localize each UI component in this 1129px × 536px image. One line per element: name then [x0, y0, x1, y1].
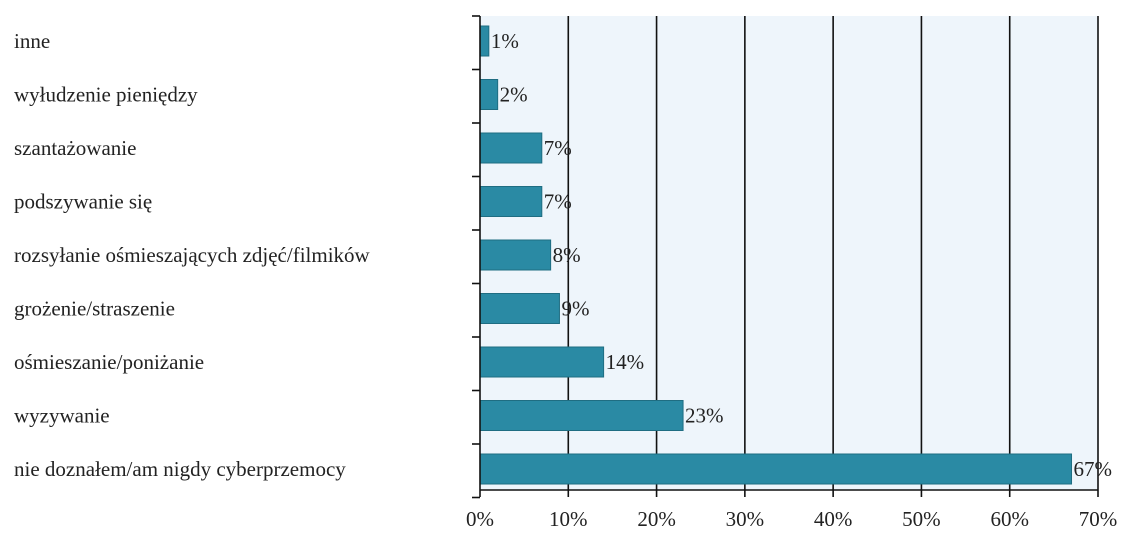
category-label: inne — [14, 29, 50, 53]
category-label: szantażowanie — [14, 136, 136, 160]
x-tick-label: 40% — [814, 507, 853, 531]
category-label: wyzywanie — [14, 404, 110, 428]
bar — [479, 293, 560, 324]
x-tick-label: 30% — [726, 507, 765, 531]
category-label: nie doznałem/am nigdy cyberprzemocy — [14, 457, 346, 481]
bar — [479, 400, 684, 431]
y-axis — [472, 15, 481, 499]
bar — [479, 453, 1073, 485]
x-tick-label: 70% — [1079, 507, 1118, 531]
category-label: podszywanie się — [14, 190, 152, 214]
bar-value-label: 67% — [1074, 457, 1113, 481]
bar — [479, 346, 605, 378]
bars — [479, 25, 1073, 485]
bar — [479, 132, 543, 164]
value-labels: 1% 2% 7% 7% 8% 9% 14% 23% 67% — [491, 29, 1112, 481]
category-labels: inne wyłudzenie pieniędzy szantażowanie pod… — [14, 29, 371, 481]
bar — [479, 25, 490, 57]
category-label: rozsyłanie ośmieszających zdjęć/filmików — [14, 243, 371, 267]
bar-value-label: 8% — [553, 243, 581, 267]
category-label: grożenie/straszenie — [14, 297, 175, 321]
x-tick-label: 60% — [990, 507, 1029, 531]
x-axis: 0% 10% 20% 30% 40% 50% 60% 70% — [466, 489, 1118, 531]
x-tick-label: 20% — [637, 507, 676, 531]
bar — [479, 239, 552, 271]
bar-value-label: 7% — [544, 136, 572, 160]
category-label: ośmieszanie/poniżanie — [14, 350, 204, 374]
category-label: wyłudzenie pieniędzy — [14, 83, 198, 107]
bar-value-label: 1% — [491, 29, 519, 53]
bar-value-label: 14% — [606, 350, 645, 374]
bar — [479, 79, 499, 110]
gridlines — [567, 16, 1099, 490]
x-tick-label: 10% — [549, 507, 588, 531]
bar-value-label: 23% — [685, 404, 724, 428]
bar — [479, 186, 543, 217]
bar-value-label: 7% — [544, 190, 572, 214]
bar-value-label: 2% — [500, 83, 528, 107]
x-tick-label: 0% — [466, 507, 494, 531]
x-tick-label: 50% — [902, 507, 941, 531]
bar-value-label: 9% — [561, 297, 589, 321]
